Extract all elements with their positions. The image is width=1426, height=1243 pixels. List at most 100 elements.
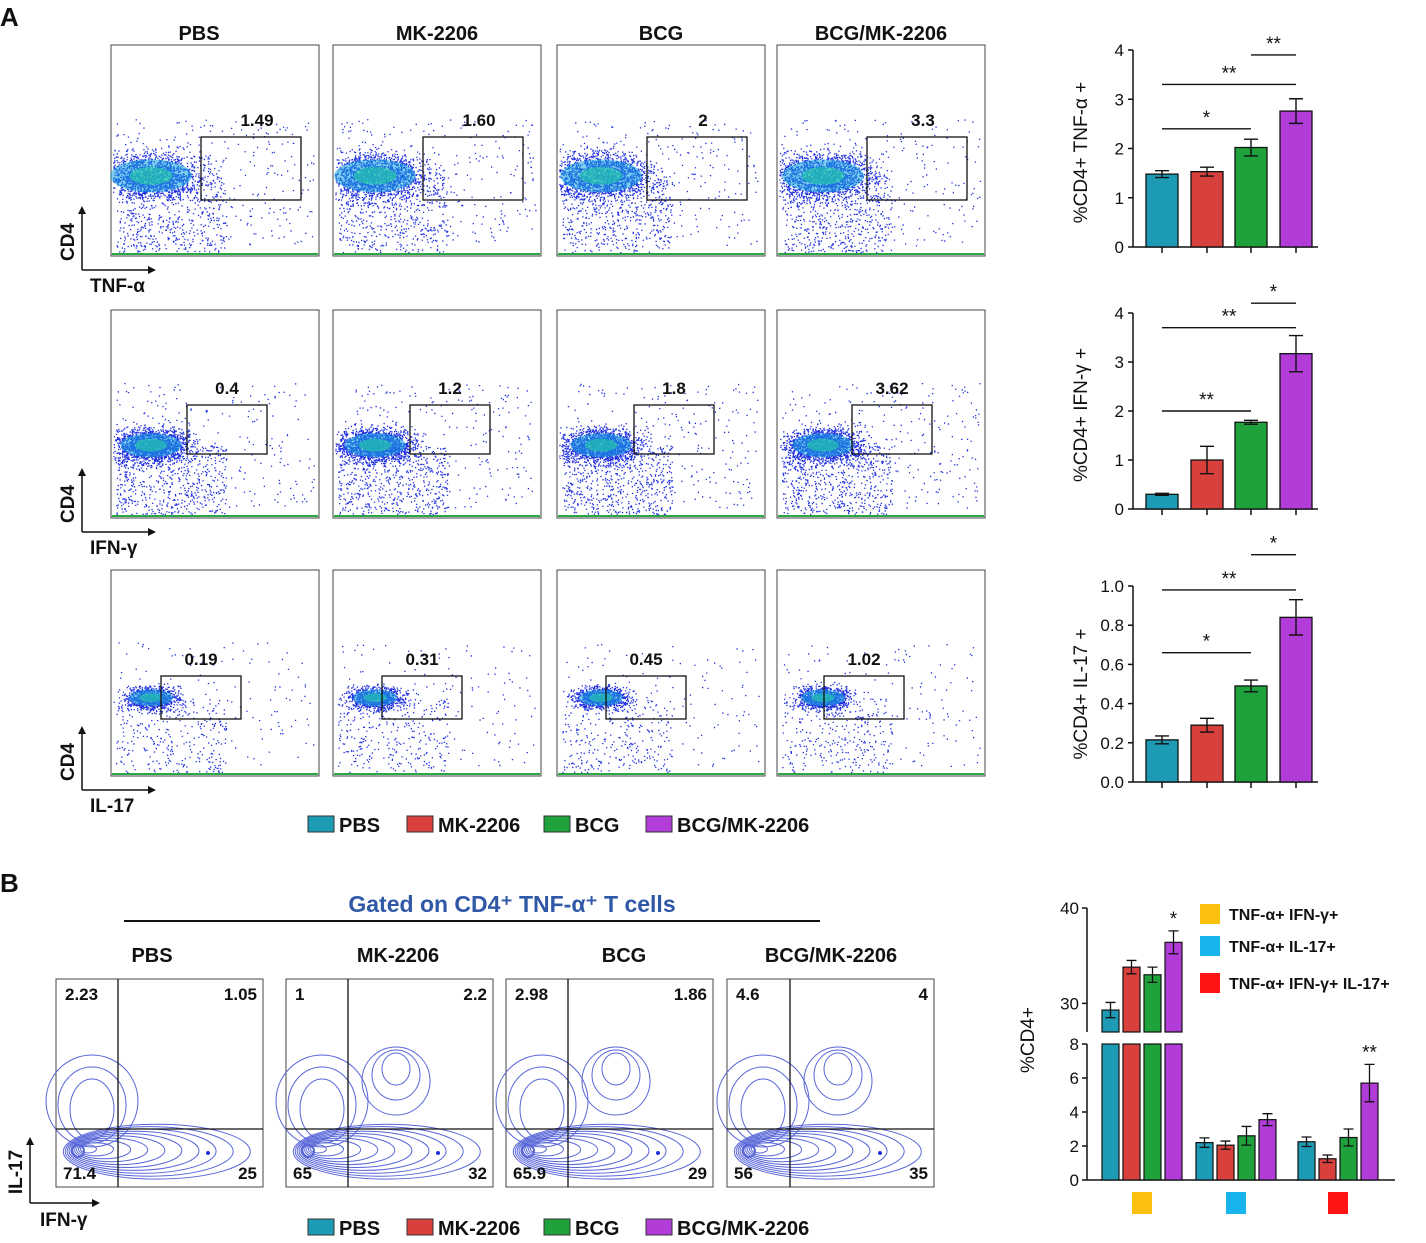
- contour-line: [57, 1066, 127, 1144]
- error-bar: [1244, 419, 1258, 425]
- flow-dots: [779, 119, 982, 254]
- contour-line: [68, 1130, 200, 1171]
- quadrant-upper-right: 1.86: [674, 985, 707, 1004]
- legend-label: BCG: [575, 815, 619, 837]
- panel-label-a: A: [0, 2, 19, 32]
- flow-gate-value: 0.45: [629, 650, 662, 669]
- significance-label: **: [1222, 63, 1237, 84]
- significance-label: **: [1362, 1042, 1377, 1063]
- flow-plot-frame: [332, 569, 542, 777]
- quadrant-upper-left: 2.98: [515, 985, 548, 1004]
- flow-plot-frame: [776, 309, 986, 519]
- flow-gate-value: 1.02: [847, 650, 880, 669]
- y-tick-label: 0: [1115, 238, 1124, 257]
- flow-plot-frame: [110, 44, 320, 257]
- grouped-bar-lower: [1122, 1043, 1141, 1181]
- contour-plot: BCG 2.98 1.86 65.9 29: [495, 945, 714, 1188]
- significance-label: **: [1266, 34, 1281, 55]
- grouped-bar-lower: [1101, 1043, 1120, 1181]
- contour-line: [520, 1133, 633, 1168]
- legend-swatch: [645, 1218, 673, 1236]
- grouped-bar: [1258, 1119, 1277, 1181]
- arrow-up-icon: [26, 1137, 34, 1145]
- y-axis-label: %CD4+ IL-17 +: [1071, 629, 1092, 760]
- flow-density-peak: [129, 167, 173, 185]
- legend-item: BCG: [543, 815, 619, 837]
- flow-gate-value: 3.62: [875, 379, 908, 398]
- error-bar: [1126, 959, 1137, 975]
- error-bar: [1155, 735, 1169, 745]
- flow-gate: [160, 675, 242, 720]
- flow-density-peak: [139, 693, 163, 703]
- flow-plot-frame: [556, 569, 766, 777]
- flow-group-title: BCG/MK-2206: [815, 23, 947, 45]
- flow-dots: [562, 644, 760, 774]
- error-bar: [1220, 1140, 1231, 1150]
- contour-line: [62, 1123, 251, 1180]
- flow-gate-value: 0.4: [215, 379, 239, 398]
- y-tick-label: 1: [1115, 451, 1124, 470]
- error-bar: [1200, 717, 1214, 733]
- y-tick-label: 0.6: [1100, 655, 1124, 674]
- flow-density-peak: [589, 693, 613, 703]
- quadrant-upper-left: 2.23: [65, 985, 98, 1004]
- contour-line: [524, 1137, 599, 1163]
- contour-line: [74, 1137, 149, 1163]
- quadrant-lower-left: 65.9: [513, 1164, 546, 1183]
- contour-outlier: [878, 1151, 882, 1155]
- y-tick-label: 0.4: [1100, 695, 1124, 714]
- y-tick-label: 1: [1115, 189, 1124, 208]
- flow-gate: [605, 675, 687, 720]
- y-axis-label: %CD4+ IFN-γ +: [1071, 348, 1092, 482]
- category-legend-item: TNF-α+ IL-17+: [1200, 936, 1336, 956]
- error-bar: [1200, 166, 1214, 177]
- legend-swatch: [307, 815, 335, 833]
- contour-group-title: BCG/MK-2206: [765, 945, 897, 967]
- flow-gate: [381, 675, 463, 720]
- flow-plot-frame: [110, 569, 320, 777]
- flow-gate: [823, 675, 905, 720]
- significance-label: **: [1222, 307, 1237, 328]
- contour-axis-indicator: IL-17 IFN-γ: [6, 1137, 100, 1231]
- significance-label: *: [1270, 534, 1278, 555]
- contour-line: [70, 1133, 183, 1168]
- quadrant-lower-right: 25: [238, 1164, 257, 1183]
- category-legend-swatch: [1200, 904, 1220, 924]
- bar: [1234, 685, 1268, 783]
- legend-label: BCG/MK-2206: [677, 1218, 809, 1238]
- flow-gate-value: 0.31: [405, 650, 438, 669]
- error-bar: [1343, 1128, 1354, 1147]
- contour-line: [299, 1078, 345, 1140]
- y-tick-label: 3: [1115, 353, 1124, 372]
- grouped-bar-upper: [1164, 941, 1183, 1033]
- contour-center: [521, 1144, 535, 1158]
- arrow-right-icon: [148, 786, 156, 794]
- y-axis-label: %CD4+ TNF-α +: [1071, 82, 1092, 224]
- flow-plot-frame: [556, 44, 766, 257]
- error-bar: [1322, 1154, 1333, 1164]
- error-bar: [1155, 169, 1169, 179]
- grouped-bar: [1216, 1144, 1235, 1181]
- flow-gate: [422, 136, 524, 201]
- arrow-right-icon: [92, 1199, 100, 1207]
- flow-x-axis-label: TNF-α: [90, 276, 145, 297]
- contour-group-title: PBS: [131, 945, 172, 967]
- legend-label: BCG/MK-2206: [677, 815, 809, 837]
- y-tick-label: 0.2: [1100, 734, 1124, 753]
- y-tick-label: 4: [1115, 304, 1124, 323]
- contour-group-title: BCG: [602, 945, 646, 967]
- legend-swatch: [543, 815, 571, 833]
- legend-label: MK-2206: [438, 815, 520, 837]
- contour-line: [745, 1137, 820, 1163]
- contour-frame: [55, 978, 264, 1188]
- quadrant-upper-right: 1.05: [224, 985, 257, 1004]
- quadrant-lower-right: 32: [468, 1164, 487, 1183]
- contour-line: [803, 1046, 873, 1116]
- flow-x-axis-label: IL-17: [90, 796, 134, 817]
- legend-label: MK-2206: [438, 1218, 520, 1238]
- error-bar: [1147, 966, 1158, 984]
- category-legend-label: TNF-α+ IFN-γ+ IL-17+: [1229, 976, 1390, 993]
- flow-density-peak: [134, 438, 168, 452]
